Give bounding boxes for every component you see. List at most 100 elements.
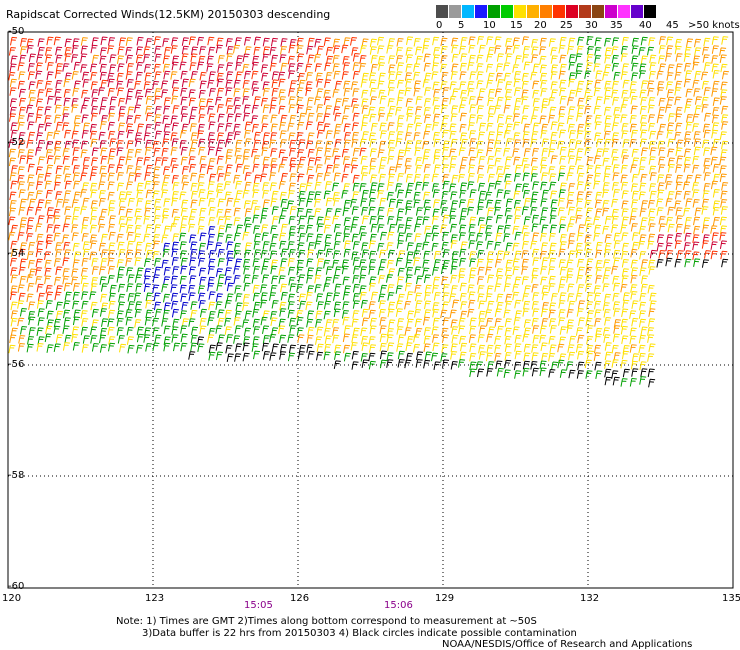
wind-barb [415,164,423,174]
wind-barb [539,367,547,377]
wind-barb [342,207,350,217]
wind-barb [135,241,143,251]
wind-barb [540,342,548,351]
wind-barb [368,197,376,207]
wind-barb [233,275,241,284]
wind-barb [521,72,529,82]
wind-barb [620,224,628,234]
wind-barb [692,79,700,89]
wind-barb [271,216,279,225]
wind-barb [233,265,241,275]
wind-barb [530,71,538,81]
wind-barb [180,70,188,80]
wind-barb [531,191,539,201]
wind-barb [576,232,584,242]
wind-barb [63,249,71,258]
wind-barb [487,251,495,260]
wind-barb [631,45,639,54]
wind-barb [118,216,126,225]
wind-barb [162,309,170,319]
wind-barb [18,140,26,149]
wind-barb [496,114,504,123]
wind-barb [89,251,97,261]
wind-barb [269,242,277,252]
wind-barb [584,130,592,140]
wind-barb [503,72,511,82]
wind-barb [170,115,178,124]
wind-barb [640,368,648,377]
wind-barb [91,147,99,156]
wind-barb [488,326,496,335]
wind-barb [575,140,583,149]
wind-barb [116,72,124,82]
wind-barb [638,352,646,362]
wind-barb [665,104,673,113]
wind-barb [496,123,504,132]
wind-barb [514,350,522,360]
wind-barb [513,199,521,209]
wind-barb [307,191,315,200]
wind-barb [62,223,70,233]
wind-barb [521,258,529,268]
wind-barb [649,147,657,156]
wind-barb [224,267,232,276]
wind-barb [271,275,279,285]
wind-barb [233,217,241,226]
wind-barb [269,182,277,191]
wind-barb [154,157,162,166]
wind-barb [171,191,179,200]
wind-barb [37,173,45,183]
wind-barb [344,240,352,249]
wind-barb [334,283,342,293]
wind-barb [126,140,134,149]
wind-barb [341,97,349,107]
wind-barb [251,81,259,90]
wind-barb [235,293,243,302]
wind-barb [548,283,556,292]
wind-barb [522,164,530,173]
wind-barb [657,189,665,199]
wind-barb [675,63,683,72]
wind-barb [361,105,369,114]
wind-barb [424,284,432,294]
wind-barb [288,249,296,258]
wind-barb [539,232,547,242]
wind-barb [324,105,332,114]
wind-barb [161,181,169,191]
wind-barb [91,97,99,107]
wind-barb [657,182,665,191]
wind-barb [55,46,63,56]
wind-barb [243,112,251,122]
wind-barb [593,285,601,294]
wind-barb [188,292,196,301]
wind-barb [396,62,404,71]
wind-barb [701,259,709,268]
wind-barb [460,138,468,148]
wind-barb [368,266,376,275]
wind-barb [486,333,494,343]
wind-barb [19,198,27,208]
wind-barb [27,336,35,345]
wind-barb [514,231,522,241]
wind-barb [135,89,143,99]
wind-barb [503,369,511,378]
wind-barb [296,259,304,269]
wind-barb [108,336,116,345]
wind-barb [550,293,558,302]
wind-barb [602,189,610,198]
wind-barb [288,70,296,79]
wind-barb [28,89,36,99]
wind-barb [449,130,457,140]
wind-barb [667,223,675,233]
wind-barb [45,234,53,243]
wind-barb [332,148,340,157]
wind-barb [145,38,153,47]
wind-barb [243,149,251,158]
wind-barb [432,131,440,141]
wind-barb [216,72,224,82]
wind-barb [281,156,289,166]
wind-barb [478,224,486,233]
wind-barb [224,215,232,225]
wind-barb [432,308,440,318]
wind-barb [127,293,135,302]
